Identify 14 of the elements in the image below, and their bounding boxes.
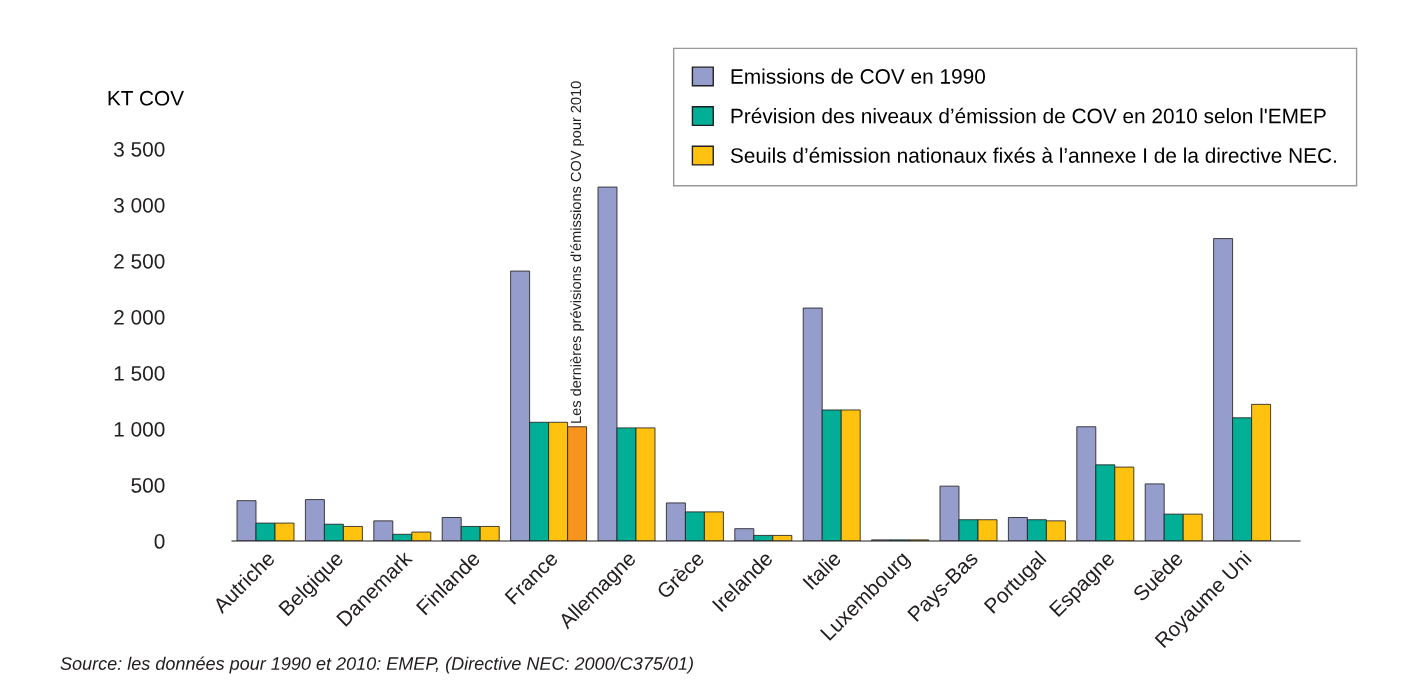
y-tick-label: 2 000	[114, 310, 165, 325]
y-tick-label: 0	[154, 534, 165, 549]
source-note: Source: les données pour 1990 et 2010: EMEP, (Directive NEC: 2000/C375/01)	[60, 656, 693, 674]
y-tick-label: 1 500	[114, 366, 165, 381]
legend-label: Seuils d’émission nationaux fixés à l’annexe I de la directive NEC.	[730, 147, 1336, 163]
y-tick-label: 500	[131, 478, 165, 493]
annotation: Les dernières prévisions d'émissions COV pour 2010	[570, 81, 584, 423]
legend-label: Prévision des niveaux d’émission de COV en 2010 selon l'EMEP	[731, 107, 1326, 124]
y-tick-label: 3 500	[114, 141, 165, 157]
y-tick-label: 1 000	[114, 422, 165, 437]
y-axis-title: KT COV	[108, 90, 184, 106]
legend-label: Emissions de COV en 1990	[731, 68, 986, 84]
y-tick-label: 3 000	[114, 197, 165, 213]
y-tick-label: 2 500	[114, 254, 165, 269]
